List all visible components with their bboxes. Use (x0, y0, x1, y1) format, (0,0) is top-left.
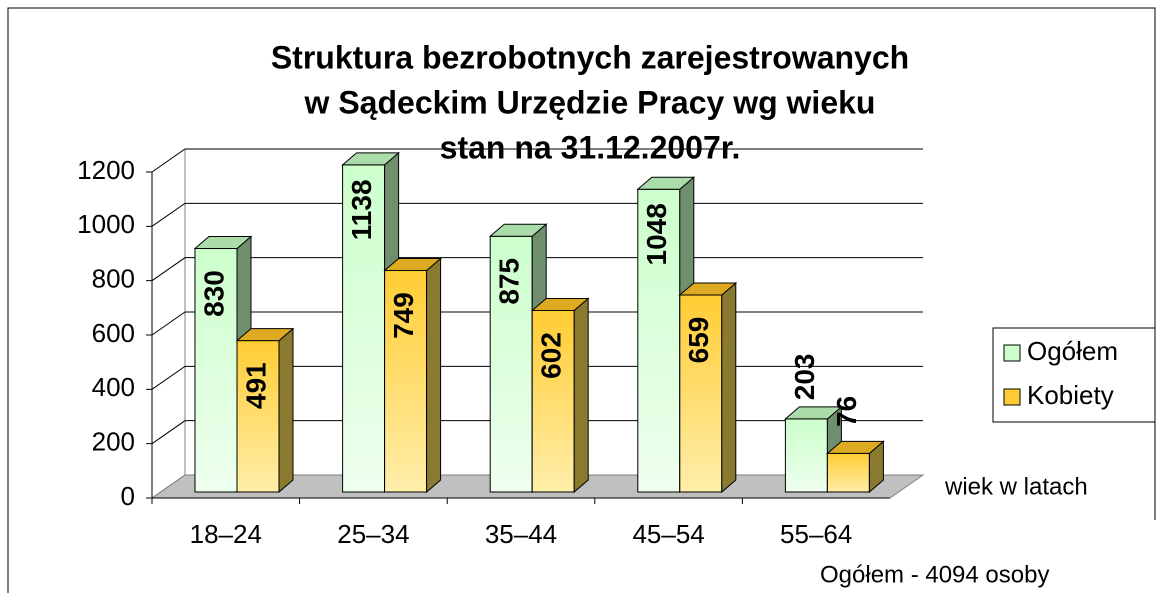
bar-face (826, 440, 885, 454)
data-label: 76 (831, 396, 862, 427)
bar-face (678, 282, 738, 296)
bar (383, 257, 442, 494)
y-tick-label: 1200 (77, 155, 135, 185)
y-tick-label: 600 (92, 318, 135, 348)
x-tick-label: 35–44 (485, 519, 557, 549)
x-tick-label: 25–34 (337, 519, 409, 549)
bar-face (235, 328, 295, 342)
bar-face (489, 235, 533, 493)
data-label: 203 (789, 353, 820, 400)
bar (678, 281, 738, 494)
grid-line (151, 148, 923, 173)
grid-line (151, 202, 923, 227)
annotation: Ogółem - 4094 osoby (820, 561, 1049, 588)
bar-face (193, 236, 253, 250)
legend-label: Ogółem (1027, 336, 1118, 366)
x-tick-label: 18–24 (190, 519, 262, 549)
data-label: 602 (536, 332, 567, 379)
bar-face (384, 270, 428, 493)
x-tick-label: 45–54 (632, 519, 704, 549)
y-tick-label: 400 (92, 372, 135, 402)
bar-face (784, 418, 828, 493)
legend-swatch (1003, 388, 1021, 406)
data-label: 749 (388, 292, 419, 339)
x-axis-label: wiek w latach (944, 473, 1088, 500)
y-tick-label: 0 (121, 481, 135, 511)
bar-face (426, 257, 442, 494)
bar-face (278, 327, 294, 494)
bar-face (236, 340, 280, 493)
x-tick-label: 55–64 (780, 519, 852, 549)
bar-face (721, 281, 737, 494)
legend-swatch (1003, 344, 1021, 362)
bar-face (342, 164, 386, 493)
bar-face (530, 297, 590, 311)
bar-face (679, 294, 723, 493)
legend-label: Kobiety (1027, 380, 1114, 410)
chart-title: stan na 31.12.2007r. (440, 129, 741, 165)
y-tick-label: 800 (92, 264, 135, 294)
data-label: 875 (494, 258, 525, 305)
bar-face (488, 223, 548, 237)
data-label: 830 (198, 270, 229, 317)
data-label: 491 (240, 362, 271, 409)
y-tick-label: 1000 (77, 209, 135, 239)
frame (7, 7, 1156, 593)
bar (235, 327, 295, 494)
chart-title: Struktura bezrobotnych zarejestrowanych (271, 39, 909, 75)
y-tick-label: 200 (92, 427, 135, 457)
bar-face (826, 452, 870, 493)
bar-face (531, 309, 575, 493)
bar (530, 297, 590, 494)
bar-face (784, 406, 843, 420)
chart-title: w Sądeckim Urzędzie Pracy wg wieku (304, 84, 876, 120)
bar (784, 405, 843, 494)
data-label: 1048 (641, 203, 672, 265)
bar-face (341, 152, 400, 166)
bar-face (573, 297, 589, 494)
bar-face (637, 188, 681, 493)
data-label: 659 (683, 317, 714, 364)
bar (826, 440, 885, 494)
bar-face (383, 258, 442, 272)
legend-box (992, 327, 1156, 423)
data-label: 1138 (346, 179, 377, 240)
bar-face (636, 176, 696, 190)
